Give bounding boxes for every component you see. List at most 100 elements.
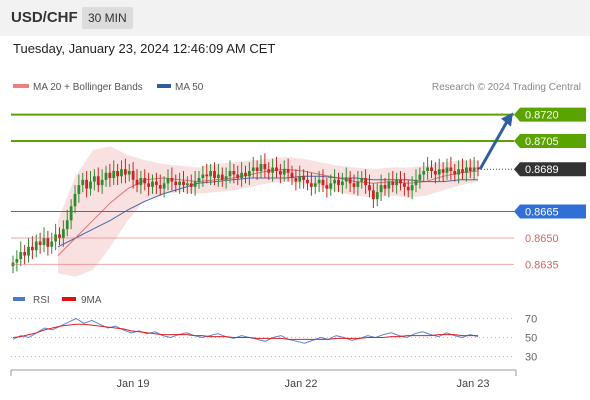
candle-body [143,178,147,184]
legend-swatch-ma20 [13,84,29,88]
support-level-label: 0.8635 [525,259,559,271]
candle-body [178,181,182,186]
candle-body [213,171,216,179]
bollinger-band [58,146,478,277]
candle-body [457,169,461,175]
candle-body [259,163,263,171]
candle-body [399,179,402,184]
candle-body [104,172,108,180]
candle-body [360,178,364,182]
x-tick-label: Jan 19 [116,378,149,390]
candle-body [77,185,81,194]
candle-body [123,169,127,175]
candle-body [232,171,236,175]
candle-body [73,193,77,207]
candle-body [139,178,143,186]
candle-body [112,171,116,179]
candle-body [58,234,61,238]
candle-body [333,179,337,184]
symbol-title: USD/CHF [11,9,78,26]
candle-body [209,171,213,177]
research-credit: Research © 2024 Trading Central [432,82,581,93]
candle-body [306,179,309,184]
candle-body [441,169,445,173]
legend-ma50-label: MA 50 [175,82,204,93]
x-tick-label: Jan 23 [456,378,489,390]
candle-body [182,181,185,186]
resistance-level-label: 0.8705 [525,136,559,148]
candle-body [247,171,251,177]
candle-body [453,171,457,175]
candle-body [379,185,383,193]
candle-body [244,172,247,177]
candle-body [340,181,344,186]
candle-body [275,167,278,171]
candle-body [364,178,368,186]
ma50-line [57,175,478,248]
candle-body [228,171,232,177]
candle-body [65,220,69,230]
candle-body [185,183,189,186]
candle-body [193,181,197,187]
candle-body [294,178,298,182]
candle-body [15,259,19,263]
candle-body [348,178,352,184]
timeframe-button[interactable]: 30 MIN [82,7,133,29]
candle-body [23,252,27,256]
candle-body [92,176,96,182]
candle-body [406,186,410,191]
candle-body [344,178,348,182]
legend-swatch-9ma [62,297,76,301]
candle-body [197,178,201,182]
candle-body [313,183,317,187]
candle-body [127,171,131,175]
candle-body [224,176,228,180]
candle-body [437,169,441,175]
candle-body [410,185,414,191]
rsi-tick-label: 70 [525,314,537,326]
candle-body [461,169,464,173]
candle-body [375,192,379,200]
candle-body [464,167,468,173]
legend-rsi-label: RSI [33,295,50,306]
candle-body [321,179,325,186]
legend-swatch-rsi [13,297,25,301]
candle-body [19,252,23,260]
candle-body [395,179,399,186]
candle-body [220,174,224,180]
candle-body [81,179,85,186]
forecast-arrow-head [501,112,513,127]
resistance-level-label: 0.8720 [525,110,559,122]
candle-body [174,181,178,186]
candle-body [205,174,209,177]
price-panel: 0.8720 0.8705 0.8689 0.8665 0.8650 0.8635 [11,107,586,277]
candle-body [38,241,42,245]
candle-body [387,181,391,189]
candle-body [383,185,387,189]
candle-body [240,172,244,179]
candle-body [449,167,453,171]
candle-body [135,179,139,186]
header-bar: USD/CHF 30 MIN [0,0,590,36]
candle-body [368,185,371,191]
candle-body [27,246,30,256]
rsi-tick-label: 30 [525,352,537,364]
last-level-tag [514,162,586,177]
candle-body [263,163,267,170]
candle-body [337,179,340,186]
candle-body [100,179,104,186]
candle-body [290,172,294,179]
candle-body [430,167,433,171]
candle-body [472,167,476,171]
candle-body [30,246,34,251]
candle-body [201,174,205,179]
x-tick-label: Jan 22 [284,378,317,390]
candle-body [46,237,50,247]
candle-body [278,171,282,175]
candle-body [433,171,437,175]
candle-body [445,167,449,173]
candle-body [96,176,100,186]
rsi-tick-label: 50 [525,333,537,345]
